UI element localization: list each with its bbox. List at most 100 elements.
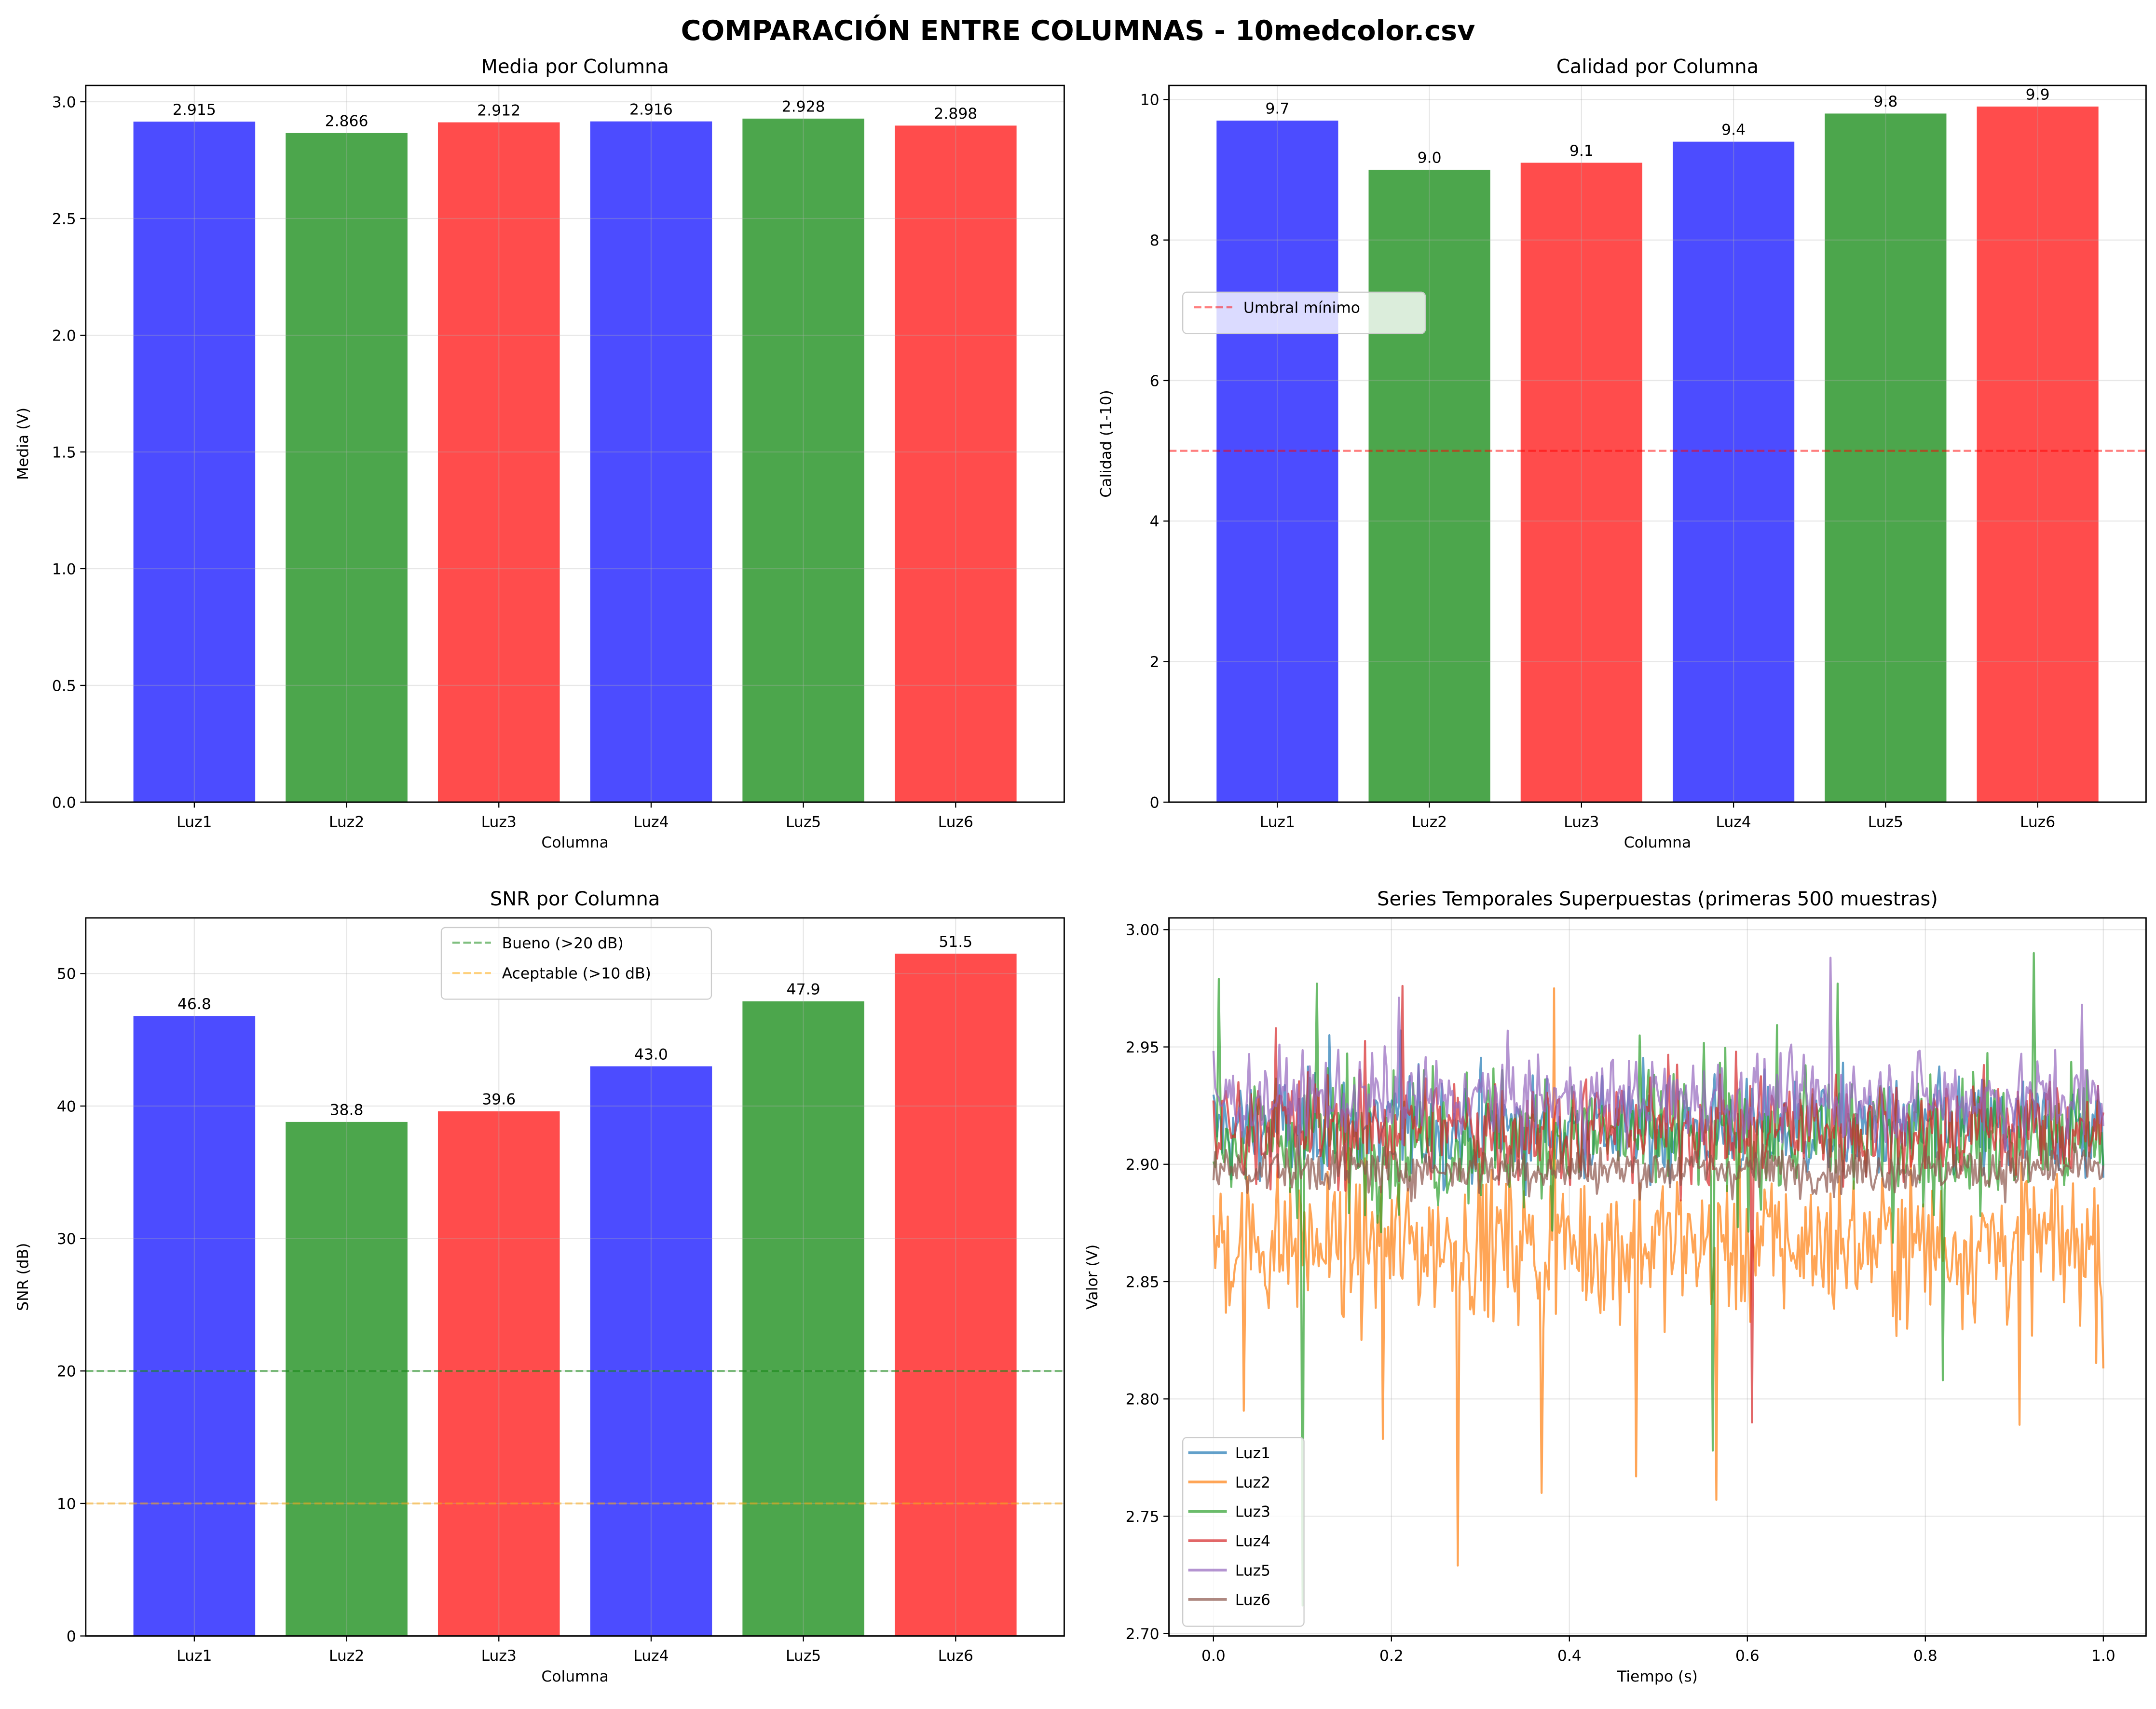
y-tick-label: 50 bbox=[57, 966, 76, 983]
x-axis-label: Tiempo (s) bbox=[1617, 1668, 1698, 1685]
series-line-luz4 bbox=[1212, 984, 2104, 1424]
bar-luz2 bbox=[1368, 169, 1490, 802]
media-chart: Luz1 Luz2 Luz3 Luz4 Luz5 Luz6 0.0 0.5 1.0 1.5 2.0 2… bbox=[14, 55, 1065, 851]
y-tick-label: 2.90 bbox=[1126, 1156, 1160, 1174]
x-tick-label: Luz5 bbox=[786, 1647, 821, 1665]
y-tick-label: 8 bbox=[1150, 232, 1160, 249]
y-tick-label: 2.70 bbox=[1126, 1626, 1160, 1643]
x-tick-label: 0.2 bbox=[1379, 1647, 1404, 1665]
y-tick-label: 30 bbox=[57, 1230, 76, 1248]
y-tick-label: 3.0 bbox=[52, 94, 76, 111]
bar-value-label: 9.4 bbox=[1721, 121, 1746, 138]
x-tick-label: Luz4 bbox=[633, 813, 669, 831]
y-tick-label: 0.0 bbox=[52, 794, 76, 811]
x-tick-label: Luz4 bbox=[1716, 813, 1751, 831]
x-tick-label: Luz2 bbox=[329, 1647, 364, 1665]
bar-value-label: 9.7 bbox=[1265, 100, 1289, 118]
bar-luz1 bbox=[1216, 120, 1338, 802]
x-tick-label: Luz5 bbox=[1868, 813, 1903, 831]
y-tick-label: 20 bbox=[57, 1363, 76, 1381]
bar-value-label: 2.915 bbox=[173, 101, 216, 119]
axes-frame bbox=[1168, 917, 2147, 1637]
x-tick-label: Luz1 bbox=[177, 1647, 212, 1665]
y-axis-label: Calidad (1-10) bbox=[1098, 390, 1115, 498]
bar-luz3 bbox=[437, 122, 560, 802]
bar-luz5 bbox=[1825, 113, 1947, 802]
y-tick-label: 0 bbox=[67, 1628, 76, 1645]
series-line-luz5 bbox=[1212, 957, 2104, 1159]
axes-frame bbox=[85, 84, 1065, 803]
legend: Luz1 Luz2 Luz3 Luz4 Luz5 Luz6 bbox=[1182, 1436, 1305, 1627]
legend-label: Luz3 bbox=[1235, 1504, 1270, 1521]
bar-value-label: 2.912 bbox=[477, 102, 520, 119]
bar-luz4 bbox=[590, 121, 712, 802]
y-tick-label: 10 bbox=[57, 1495, 76, 1513]
bar-value-label: 43.0 bbox=[634, 1046, 668, 1063]
bar-value-label: 51.5 bbox=[939, 933, 972, 951]
bar-luz6 bbox=[1977, 106, 2099, 802]
x-tick-label: Luz1 bbox=[1260, 813, 1295, 831]
y-tick-label: 2.5 bbox=[52, 210, 76, 228]
bar-value-label: 9.0 bbox=[1418, 150, 1442, 167]
bar-value-label: 38.8 bbox=[330, 1102, 364, 1119]
bar-luz6 bbox=[895, 954, 1017, 1636]
chart-title: Series Temporales Superpuestas (primeras… bbox=[1377, 888, 1938, 910]
x-tick-label: 0.8 bbox=[1913, 1647, 1938, 1665]
snr-chart: Luz1 Luz2 Luz3 Luz4 Luz5 Luz6 0 10 20 30 40 50 SNR p… bbox=[14, 888, 1065, 1685]
legend-label: Umbral mínimo bbox=[1243, 300, 1360, 317]
bar-luz4 bbox=[590, 1066, 712, 1636]
y-tick-label: 2.95 bbox=[1126, 1039, 1160, 1056]
bar-luz2 bbox=[286, 1121, 408, 1636]
x-tick-label: Luz2 bbox=[1412, 813, 1447, 831]
bar-value-label: 9.8 bbox=[1873, 93, 1897, 110]
y-tick-label: 0 bbox=[1150, 794, 1160, 811]
x-tick-label: 1.0 bbox=[2091, 1647, 2115, 1665]
y-axis-label: SNR (dB) bbox=[14, 1243, 32, 1311]
chart-title: Media por Columna bbox=[481, 55, 669, 78]
x-axis-label: Columna bbox=[541, 1668, 609, 1685]
x-axis-label: Columna bbox=[541, 834, 609, 851]
bar-value-label: 46.8 bbox=[177, 996, 211, 1013]
legend-label: Luz6 bbox=[1235, 1591, 1270, 1609]
y-tick-label: 2.0 bbox=[52, 327, 76, 344]
x-tick-label: 0.6 bbox=[1735, 1647, 1760, 1665]
x-tick-label: 0.0 bbox=[1201, 1647, 1226, 1665]
x-tick-label: Luz1 bbox=[177, 813, 212, 831]
legend-label: Bueno (>20 dB) bbox=[502, 935, 624, 952]
bar-value-label: 2.928 bbox=[782, 98, 825, 116]
bar-luz3 bbox=[1520, 163, 1642, 802]
bar-luz5 bbox=[742, 1001, 864, 1636]
y-tick-label: 1.0 bbox=[52, 561, 76, 578]
legend-box bbox=[440, 927, 712, 1000]
x-tick-label: Luz2 bbox=[329, 813, 364, 831]
y-tick-label: 4 bbox=[1150, 513, 1160, 531]
legend-label: Luz2 bbox=[1235, 1474, 1270, 1491]
bar-luz4 bbox=[1673, 141, 1795, 802]
x-tick-label: Luz6 bbox=[938, 1647, 973, 1665]
x-tick-label: Luz3 bbox=[1564, 813, 1599, 831]
bar-luz1 bbox=[133, 122, 256, 802]
legend-box bbox=[1182, 291, 1426, 334]
figure-suptitle: COMPARACIÓN ENTRE COLUMNAS - 10medcolor.… bbox=[681, 14, 1475, 47]
bar-value-label: 9.9 bbox=[2026, 86, 2050, 104]
y-tick-label: 40 bbox=[57, 1098, 76, 1115]
x-axis-label: Columna bbox=[1624, 834, 1692, 851]
legend: Umbral mínimo bbox=[1182, 291, 1426, 334]
bar-luz6 bbox=[895, 125, 1017, 802]
x-tick-label: Luz4 bbox=[633, 1647, 669, 1665]
y-tick-label: 2 bbox=[1150, 654, 1160, 671]
bar-luz1 bbox=[133, 1016, 256, 1636]
x-tick-label: Luz3 bbox=[481, 813, 517, 831]
bar-value-label: 2.916 bbox=[629, 101, 673, 118]
bar-luz3 bbox=[437, 1111, 560, 1636]
y-tick-label: 2.75 bbox=[1126, 1508, 1160, 1526]
legend-label: Luz1 bbox=[1235, 1445, 1270, 1462]
y-tick-label: 2.80 bbox=[1126, 1391, 1160, 1408]
y-tick-label: 3.00 bbox=[1126, 922, 1160, 939]
bar-value-label: 47.9 bbox=[787, 981, 820, 998]
x-tick-label: Luz5 bbox=[786, 813, 821, 831]
series-chart: 0.0 0.2 0.4 0.6 0.8 1.0 2.70 2.75 2.80 2.85 2.90 2.… bbox=[1084, 888, 2147, 1685]
chart-title: Calidad por Columna bbox=[1556, 55, 1759, 78]
bar-value-label: 2.866 bbox=[325, 113, 368, 130]
